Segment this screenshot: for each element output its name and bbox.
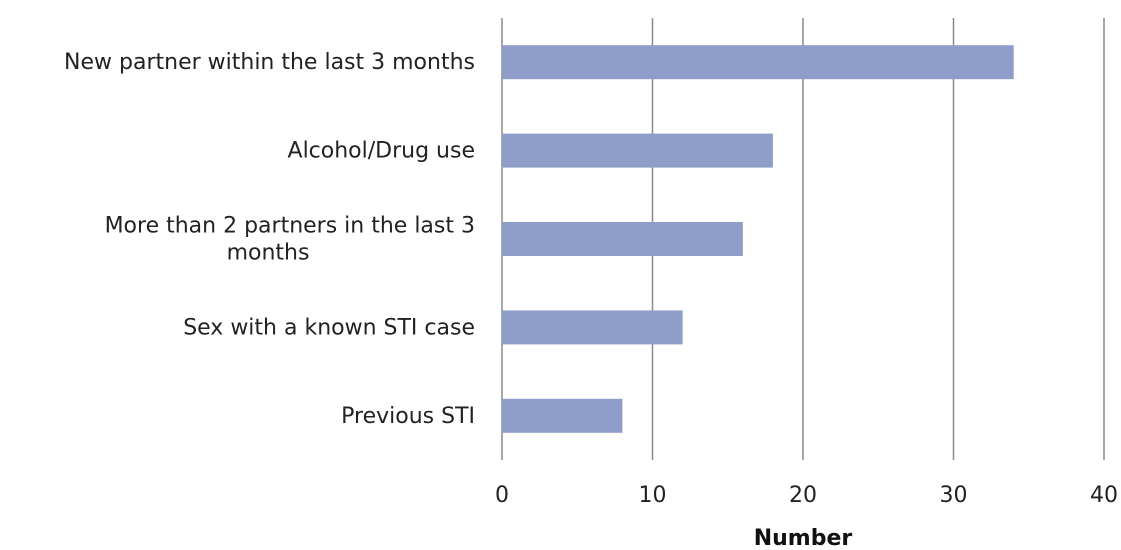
- bar: [502, 45, 1014, 80]
- category-label: Sex with a known STI case: [183, 315, 475, 340]
- category-label: Previous STI: [341, 404, 475, 429]
- x-axis-title: Number: [754, 526, 853, 550]
- category-labels: New partner within the last 3 months Alco…: [64, 50, 475, 429]
- x-tick-label: 40: [1090, 483, 1118, 508]
- x-tick-label: 20: [789, 483, 817, 508]
- x-tick-label: 10: [639, 483, 667, 508]
- bar: [502, 133, 773, 168]
- category-label: New partner within the last 3 months: [64, 50, 475, 75]
- bar: [502, 310, 683, 345]
- x-tick-label: 0: [495, 483, 509, 508]
- bars: [502, 45, 1014, 433]
- category-label: Alcohol/Drug use: [288, 139, 475, 164]
- category-label: More than 2 partners in the last 3 months: [105, 214, 475, 266]
- bar: [502, 222, 743, 256]
- x-tick-labels: 0 10 20 30 40: [495, 483, 1118, 508]
- bar: [502, 398, 623, 433]
- x-tick-label: 30: [940, 483, 968, 508]
